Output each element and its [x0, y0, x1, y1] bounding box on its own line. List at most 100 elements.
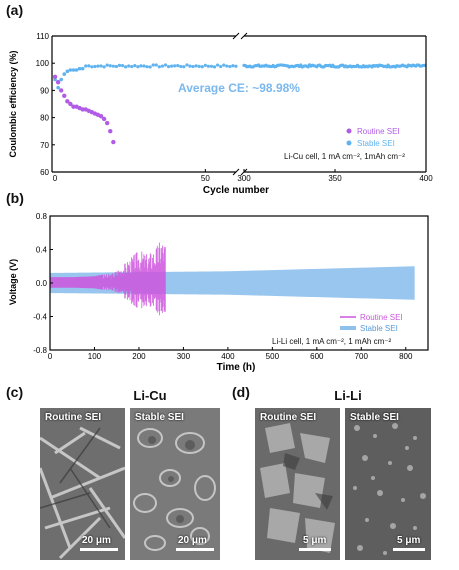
routine-sei-point [65, 99, 70, 104]
axis-break-mark [232, 32, 240, 40]
stable-sei-point [225, 64, 229, 68]
stable-sei-point [166, 65, 171, 69]
x-axis-label-b: Time (h) [217, 362, 256, 373]
stable-sei-point [209, 64, 214, 68]
x-tick-label: 600 [310, 352, 324, 361]
stable-sei-point [111, 64, 115, 68]
y-axis-label-b: Voltage (V) [8, 259, 18, 305]
stable-sei-point [163, 63, 168, 67]
stable-sei-point [422, 63, 427, 67]
stable-sei-point [74, 68, 79, 72]
sem-li-cu-routine: Routine SEI 20 μm [40, 408, 125, 560]
chart-a-note: Li-Cu cell, 1 mA cm⁻², 1mAh cm⁻² [284, 152, 405, 161]
y-tick-label: 90 [40, 86, 49, 95]
sem-li-li-routine: Routine SEI 5 μm [255, 408, 340, 560]
stable-sei-point [197, 64, 201, 68]
legend-routine-marker [346, 128, 352, 134]
legend-stable-label-b: Stable SEI [360, 324, 398, 333]
x-tick-label: 350 [328, 174, 342, 183]
routine-sei-trace [49, 242, 166, 316]
stable-sei-point [170, 64, 174, 68]
routine-sei-point [68, 101, 73, 107]
routine-sei-point [80, 107, 85, 112]
stable-sei-point [212, 65, 217, 69]
axis-break-mark [240, 32, 248, 40]
routine-sei-point [108, 129, 113, 134]
legend-stable-label: Stable SEI [357, 139, 395, 148]
stable-sei-point [176, 64, 180, 68]
stable-sei-point [151, 63, 155, 67]
x-tick-label: 0 [48, 352, 53, 361]
x-tick-label: 0 [53, 174, 58, 183]
stable-sei-point [219, 64, 223, 69]
routine-sei-point [71, 104, 76, 109]
scale-bar [80, 548, 118, 551]
legend-stable-swatch [340, 326, 356, 330]
stable-sei-point [200, 65, 204, 69]
stable-sei-point [84, 64, 88, 68]
scale-label: 5 μm [397, 535, 421, 546]
sem-label: Stable SEI [135, 412, 184, 423]
stable-sei-point [127, 64, 131, 68]
stable-sei-point [93, 64, 97, 69]
y-tick-label: 0.4 [36, 246, 48, 255]
stable-sei-point [154, 63, 158, 67]
routine-sei-point [111, 139, 116, 145]
routine-sei-point [62, 93, 67, 99]
sem-texture [255, 408, 340, 560]
stable-sei-point [136, 65, 140, 69]
y-tick-label: 110 [36, 32, 49, 41]
stable-sei-point [108, 64, 112, 68]
stable-sei-point [203, 63, 207, 67]
coulombic-efficiency-chart: 60 70 80 90 100 110 0 50 300 350 400 Average CE: ~… [8, 32, 433, 195]
stable-sei-point [133, 64, 137, 68]
panel-b-label: (b) [6, 190, 24, 206]
stable-sei-point [206, 64, 210, 68]
stable-sei-point [124, 65, 128, 69]
stable-sei-point [222, 63, 226, 67]
stable-sei-point [194, 64, 198, 68]
x-tick-label: 400 [221, 352, 235, 361]
stable-sei-point [130, 64, 134, 69]
routine-sei-point [105, 120, 110, 126]
stable-sei-point [56, 85, 60, 90]
y-tick-label: 60 [40, 168, 49, 177]
stable-sei-point [228, 64, 232, 69]
sem-li-cu-stable: Stable SEI 20 μm [130, 408, 220, 560]
li-li-title: Li-Li [334, 388, 362, 403]
routine-sei-point [101, 116, 107, 122]
y-tick-label: 80 [40, 114, 49, 123]
voltage-profile-chart: -0.8 -0.4 0.0 0.4 0.8 0 100 200 300 400 500 600 700 8… [8, 212, 429, 373]
routine-sei-point [55, 80, 61, 85]
x-tick-label: 200 [132, 352, 146, 361]
sem-texture [130, 408, 220, 560]
stable-sei-point [71, 68, 76, 72]
routine-sei-point [59, 88, 64, 93]
x-tick-label: 50 [201, 174, 210, 183]
stable-sei-point [157, 65, 161, 69]
stable-sei-point [105, 63, 109, 67]
stable-sei-point [148, 65, 152, 69]
li-cu-title: Li-Cu [133, 388, 167, 403]
sem-label: Routine SEI [260, 412, 317, 423]
sem-texture [40, 408, 125, 560]
stable-sei-point [80, 66, 85, 71]
stable-sei-point [65, 69, 70, 74]
x-tick-label: 300 [177, 352, 191, 361]
y-tick-label: -0.8 [33, 346, 47, 355]
x-tick-label: 100 [88, 352, 102, 361]
stable-sei-point [117, 63, 122, 67]
stable-sei-point [99, 64, 103, 68]
stable-sei-point [96, 64, 100, 68]
x-axis-label-a: Cycle number [203, 185, 269, 195]
scale-label: 5 μm [303, 535, 327, 546]
stable-sei-point [114, 64, 118, 69]
y-axis-label-a: Coulombic efficiency (%) [8, 50, 18, 157]
stable-sei-point [102, 65, 106, 69]
legend-routine-label: Routine SEI [357, 127, 400, 136]
y-tick-label: 100 [36, 59, 50, 68]
average-ce-annotation: Average CE: ~98.98% [178, 81, 300, 95]
stable-sei-point [77, 66, 82, 71]
stable-sei-point [145, 65, 149, 69]
stable-sei-point [188, 64, 192, 68]
